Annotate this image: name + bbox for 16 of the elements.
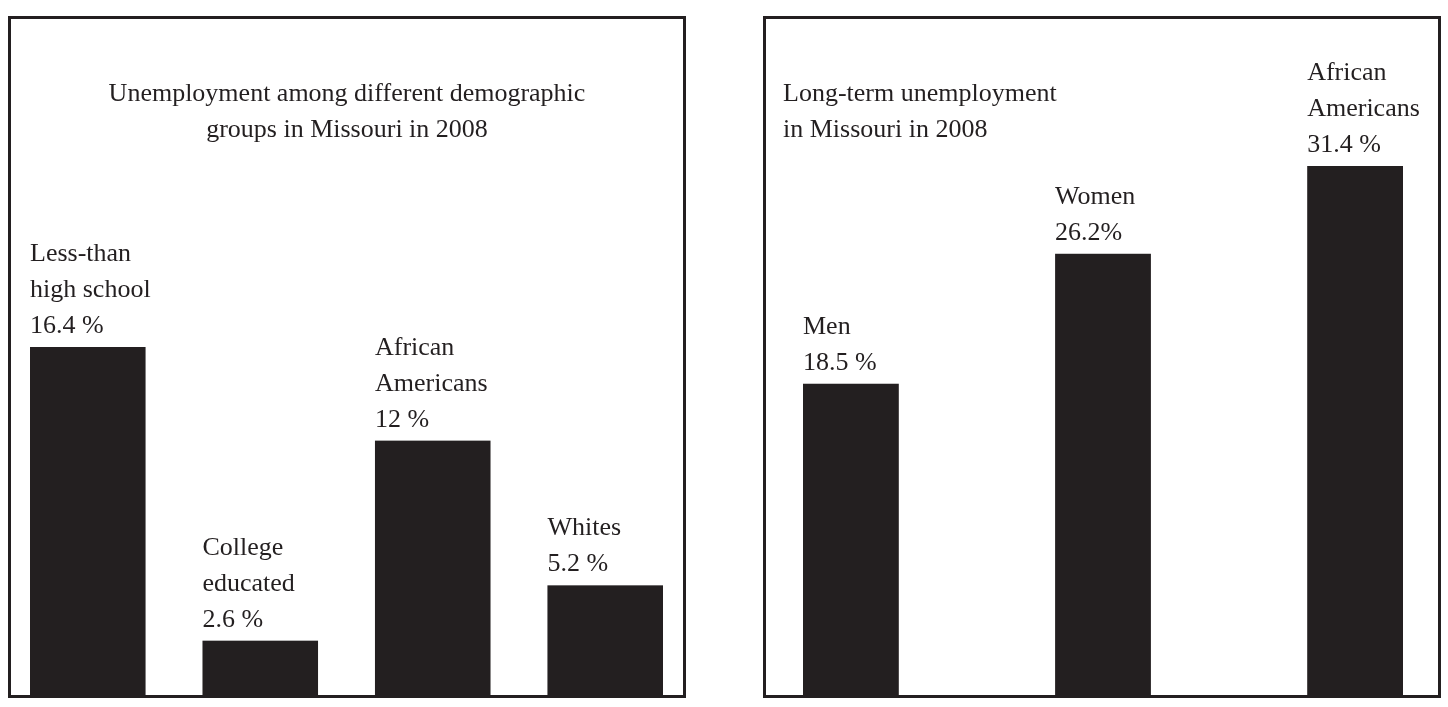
x-tick-label: African Americans — [374, 331, 488, 397]
x-tick-label: Women — [1055, 180, 1136, 210]
data-label: 16.4 % — [30, 310, 104, 339]
data-label: 2.6 % — [202, 603, 264, 633]
x-tick-label: Less-than high school — [30, 238, 151, 303]
data-label: 18.5 % — [803, 346, 877, 376]
data-label: 26.2% — [1055, 216, 1123, 246]
x-tick-label: College educated — [202, 531, 295, 597]
x-tick-label: Men — [803, 310, 851, 340]
data-label: 31.4 % — [1307, 129, 1381, 158]
chart-title: Unemployment among different demographic groups in Missouri in 2008 — [108, 78, 586, 143]
chart-title: Long-term unemployment in Missouri in 2008 — [783, 78, 1058, 143]
data-label: 5.2 % — [547, 548, 609, 578]
x-tick-label: African Americans — [1307, 57, 1420, 122]
data-label: 12 % — [374, 403, 430, 433]
x-tick-label: Whites — [547, 512, 622, 542]
